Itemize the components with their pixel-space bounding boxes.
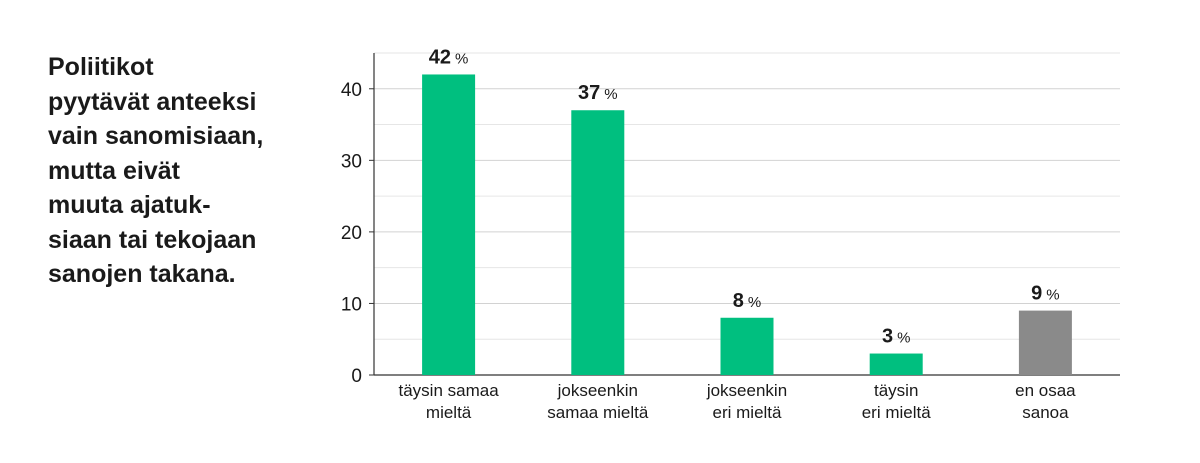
x-category-label: en osaa <box>1015 381 1076 400</box>
x-category-label: jokseenkin <box>557 381 638 400</box>
title-line: siaan tai tekojaan <box>48 225 257 254</box>
chart-title: Poliitikot pyytävät anteeksi vain sanomi… <box>48 50 298 292</box>
bar <box>720 317 774 375</box>
x-category-label: jokseenkin <box>706 381 787 400</box>
x-category-label: eri mieltä <box>862 403 932 422</box>
y-tick-label: 40 <box>341 80 362 101</box>
y-tick-label: 10 <box>341 294 362 315</box>
bars <box>422 74 1072 375</box>
x-category-label: samaa mieltä <box>547 403 649 422</box>
y-tick-label: 20 <box>341 223 362 244</box>
bar-value-label: 37% <box>578 82 618 104</box>
title-line: muuta ajatuk- <box>48 191 211 219</box>
bar <box>869 353 923 375</box>
bar-value-label: 9% <box>1031 283 1059 305</box>
bar-value-label: 8% <box>733 290 761 312</box>
x-category-label: eri mieltä <box>713 403 783 422</box>
bar <box>1018 310 1072 375</box>
title-line: sanojen takana. <box>48 260 236 288</box>
title-line: pyytävät anteeksi <box>48 87 257 116</box>
bar <box>422 74 476 375</box>
bar-value-label: 3% <box>882 326 910 348</box>
title-line: mutta eivät <box>48 156 180 185</box>
x-category-label: täysin <box>874 381 918 400</box>
x-category-label: sanoa <box>1022 403 1069 422</box>
x-category-label: mieltä <box>426 403 472 422</box>
title-line: Poliitikot <box>48 53 154 81</box>
bar <box>571 110 625 375</box>
y-tick-label: 30 <box>341 151 362 172</box>
x-category-label: täysin samaa <box>399 381 500 400</box>
y-tick-label: 0 <box>351 366 362 387</box>
bar-value-label: 42% <box>429 46 469 68</box>
value-labels: 42 % 37 % 8 % 3 % 9% <box>429 46 1060 347</box>
x-axis-labels: täysin samaa mieltä jokseenkin samaa mieltä… <box>399 381 1077 422</box>
title-line: vain sanomisiaan, <box>48 122 264 150</box>
